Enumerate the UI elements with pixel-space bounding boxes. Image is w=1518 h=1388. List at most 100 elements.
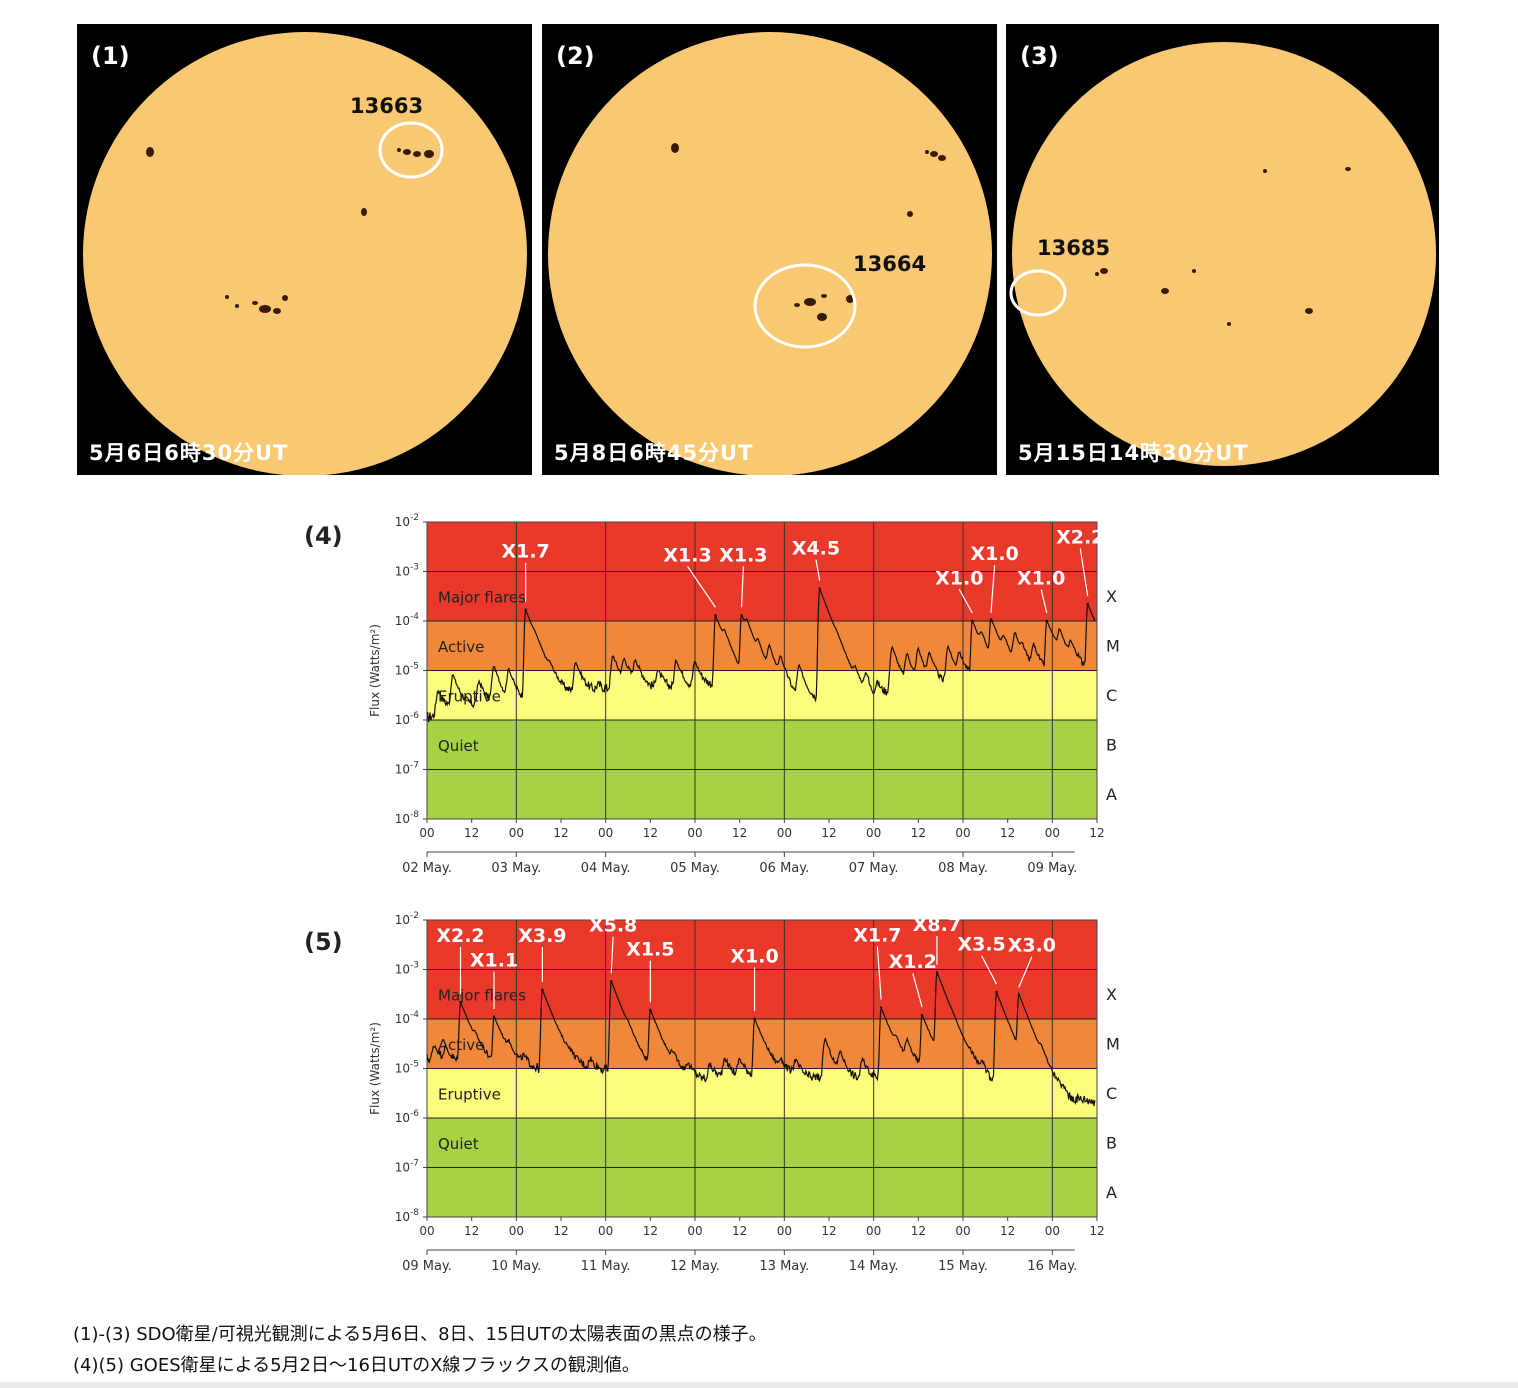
y-tick-label: 10-4 bbox=[395, 612, 420, 628]
date-label: 16 May. bbox=[1027, 1259, 1077, 1274]
band-1 bbox=[427, 621, 1097, 671]
x-tick-label: 12 bbox=[1089, 826, 1104, 840]
panel-label: (1) bbox=[91, 42, 130, 70]
flare-peak-point bbox=[610, 980, 613, 983]
y-tick-label: 10-8 bbox=[395, 1208, 420, 1224]
class-label: C bbox=[1106, 686, 1117, 705]
flare-peak-point bbox=[1086, 602, 1089, 606]
panel-label: (3) bbox=[1020, 42, 1059, 70]
flare-peak-point bbox=[541, 988, 544, 991]
annotation-leader bbox=[990, 565, 996, 614]
x-tick-label: 00 bbox=[955, 1224, 970, 1238]
observation-date: 5月6日6時30分UT bbox=[89, 441, 289, 465]
x-tick-label: 12 bbox=[821, 826, 836, 840]
class-label: X bbox=[1106, 587, 1117, 606]
region-label: 13663 bbox=[350, 94, 424, 118]
flare-annotation: X1.2 bbox=[889, 951, 937, 973]
x-tick-label: 00 bbox=[598, 1224, 613, 1238]
flare-peak-point bbox=[971, 619, 974, 623]
x-tick-label: 00 bbox=[1045, 1224, 1060, 1238]
flare-annotation: X2.2 bbox=[1056, 526, 1104, 548]
x-tick-label: 12 bbox=[1000, 1224, 1015, 1238]
band-label: Major flares bbox=[438, 588, 526, 606]
x-tick-label: 12 bbox=[464, 826, 479, 840]
x-tick-label: 00 bbox=[955, 826, 970, 840]
date-label: 08 May. bbox=[938, 861, 988, 876]
date-label: 15 May. bbox=[938, 1259, 988, 1274]
band-label: Eruptive bbox=[438, 1085, 501, 1103]
observation-date: 5月8日6時45分UT bbox=[554, 441, 754, 465]
sun-image-1 bbox=[83, 32, 527, 475]
x-tick-label: 12 bbox=[1000, 826, 1015, 840]
band-label: Major flares bbox=[438, 986, 526, 1004]
band-1 bbox=[427, 1019, 1097, 1069]
flare-annotation: X1.3 bbox=[663, 544, 711, 566]
x-tick-label: 00 bbox=[777, 1224, 792, 1238]
y-tick-label: 10-8 bbox=[395, 810, 420, 826]
y-tick-label: 10-2 bbox=[395, 911, 419, 927]
sun-image-3 bbox=[1009, 42, 1436, 466]
class-label: B bbox=[1106, 735, 1117, 754]
y-tick-label: 10-5 bbox=[395, 1060, 419, 1076]
band-label: Active bbox=[438, 1036, 484, 1054]
region-label: 13664 bbox=[853, 252, 927, 276]
x-tick-label: 00 bbox=[866, 1224, 881, 1238]
x-tick-label: 12 bbox=[643, 1224, 658, 1238]
flare-peak-point bbox=[920, 1013, 924, 1017]
y-tick-label: 10-2 bbox=[395, 513, 419, 529]
date-label: 10 May. bbox=[491, 1259, 541, 1274]
y-axis-label: Flux (Watts/m²) bbox=[368, 624, 382, 717]
x-tick-label: 00 bbox=[598, 826, 613, 840]
observation-date: 5月15日14時30分UT bbox=[1018, 441, 1249, 465]
x-tick-label: 12 bbox=[821, 1224, 836, 1238]
class-label: A bbox=[1106, 1183, 1117, 1202]
annotation-leader bbox=[981, 955, 998, 985]
flare-annotation: X1.7 bbox=[501, 541, 549, 563]
flare-annotation: X1.0 bbox=[935, 567, 983, 589]
x-tick-label: 00 bbox=[419, 1224, 434, 1238]
annotation-leader bbox=[687, 566, 716, 608]
flare-annotation: X2.2 bbox=[436, 925, 484, 947]
x-tick-label: 12 bbox=[732, 1224, 747, 1238]
flare-peak-point bbox=[524, 608, 527, 611]
x-tick-label: 12 bbox=[553, 1224, 568, 1238]
panel-label: (2) bbox=[556, 42, 595, 70]
y-tick-label: 10-7 bbox=[395, 761, 419, 777]
flare-peak-point bbox=[818, 587, 821, 590]
date-label: 11 May. bbox=[581, 1259, 631, 1274]
flare-peak-point bbox=[989, 619, 993, 623]
date-label: 02 May. bbox=[402, 861, 452, 876]
flare-peak-point bbox=[740, 614, 743, 617]
flare-peak-point bbox=[459, 1000, 462, 1004]
annotation-leader bbox=[1018, 956, 1033, 988]
annotation-leader bbox=[1079, 548, 1089, 597]
y-tick-label: 10-5 bbox=[395, 662, 419, 678]
xray-flux-chart-4: Major flares Active Eruptive Quiet X M C B A 10-8… bbox=[360, 510, 1120, 894]
chart-label-4: (4) bbox=[304, 522, 343, 550]
y-tick-label: 10-3 bbox=[395, 961, 419, 977]
x-tick-label: 00 bbox=[777, 826, 792, 840]
annotation-leader bbox=[912, 973, 923, 1008]
flare-peak-point bbox=[1017, 994, 1021, 997]
class-label: C bbox=[1106, 1084, 1117, 1103]
flare-annotation: X1.3 bbox=[719, 544, 767, 566]
band-label: Active bbox=[438, 638, 484, 656]
sun-panel-2: (2) 13664 5月8日6時45分UT bbox=[542, 24, 997, 475]
flare-peak-point bbox=[649, 1009, 652, 1012]
x-tick-label: 00 bbox=[866, 826, 881, 840]
class-label: B bbox=[1106, 1133, 1117, 1152]
date-label: 13 May. bbox=[759, 1259, 809, 1274]
band-label: Quiet bbox=[438, 1135, 479, 1153]
region-label: 13685 bbox=[1037, 236, 1111, 260]
x-tick-label: 00 bbox=[687, 826, 702, 840]
x-tick-label: 12 bbox=[643, 826, 658, 840]
date-label: 09 May. bbox=[402, 1259, 452, 1274]
flux-series bbox=[426, 588, 1096, 723]
date-label: 12 May. bbox=[670, 1259, 720, 1274]
caption-2: (4)(5) GOES衛星による5月2日〜16日UTのX線フラックスの観測値。 bbox=[73, 1355, 640, 1376]
x-tick-label: 00 bbox=[509, 826, 524, 840]
sun-panel-3: (3) 13685 5月15日14時30分UT bbox=[1006, 24, 1439, 475]
flare-annotation: X4.5 bbox=[792, 538, 840, 560]
flare-peak-point bbox=[879, 1006, 883, 1009]
flare-annotation: X1.1 bbox=[470, 949, 518, 971]
